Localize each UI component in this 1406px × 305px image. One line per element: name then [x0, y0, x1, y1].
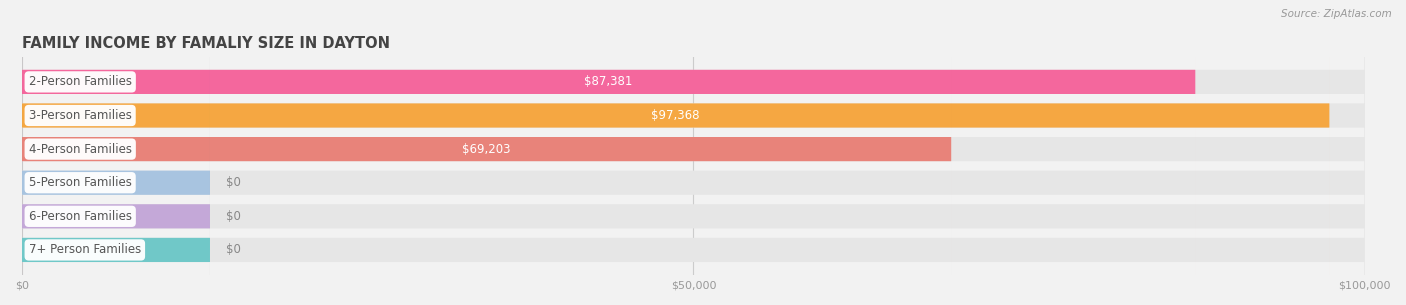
Text: FAMILY INCOME BY FAMALIY SIZE IN DAYTON: FAMILY INCOME BY FAMALIY SIZE IN DAYTON — [22, 36, 389, 51]
Text: Source: ZipAtlas.com: Source: ZipAtlas.com — [1281, 9, 1392, 19]
Text: 2-Person Families: 2-Person Families — [28, 75, 132, 88]
FancyBboxPatch shape — [22, 0, 209, 305]
Text: 5-Person Families: 5-Person Families — [28, 176, 132, 189]
Text: $0: $0 — [226, 210, 240, 223]
Text: $97,368: $97,368 — [651, 109, 700, 122]
FancyBboxPatch shape — [22, 0, 1195, 305]
FancyBboxPatch shape — [22, 0, 1365, 305]
FancyBboxPatch shape — [22, 0, 1365, 305]
Text: $0: $0 — [226, 176, 240, 189]
FancyBboxPatch shape — [22, 0, 1365, 305]
Text: $69,203: $69,203 — [463, 143, 510, 156]
FancyBboxPatch shape — [22, 0, 1365, 305]
Text: $87,381: $87,381 — [585, 75, 633, 88]
FancyBboxPatch shape — [22, 0, 1330, 305]
Text: 6-Person Families: 6-Person Families — [28, 210, 132, 223]
FancyBboxPatch shape — [22, 0, 1365, 305]
FancyBboxPatch shape — [22, 0, 952, 305]
Text: 3-Person Families: 3-Person Families — [28, 109, 132, 122]
FancyBboxPatch shape — [22, 0, 209, 305]
Text: 7+ Person Families: 7+ Person Families — [28, 243, 141, 257]
Text: $0: $0 — [226, 243, 240, 257]
FancyBboxPatch shape — [22, 0, 209, 305]
Text: 4-Person Families: 4-Person Families — [28, 143, 132, 156]
FancyBboxPatch shape — [22, 0, 1365, 305]
